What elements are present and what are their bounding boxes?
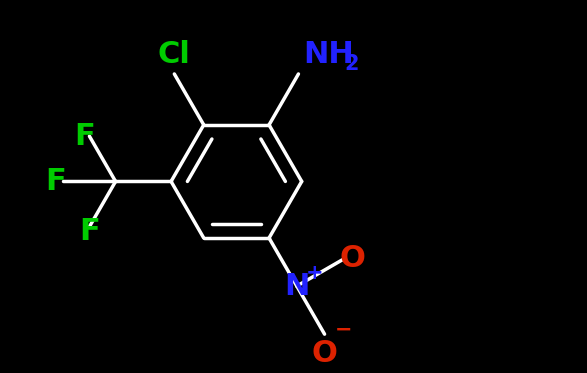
Text: −: − — [335, 319, 353, 339]
Text: NH: NH — [303, 40, 354, 69]
Text: F: F — [79, 217, 100, 246]
Text: Cl: Cl — [158, 40, 191, 69]
Text: O: O — [340, 244, 366, 273]
Text: O: O — [312, 339, 338, 368]
Text: F: F — [74, 122, 95, 151]
Text: +: + — [305, 263, 323, 283]
Text: F: F — [45, 167, 66, 196]
Text: 2: 2 — [344, 54, 359, 74]
Text: N: N — [284, 272, 309, 301]
